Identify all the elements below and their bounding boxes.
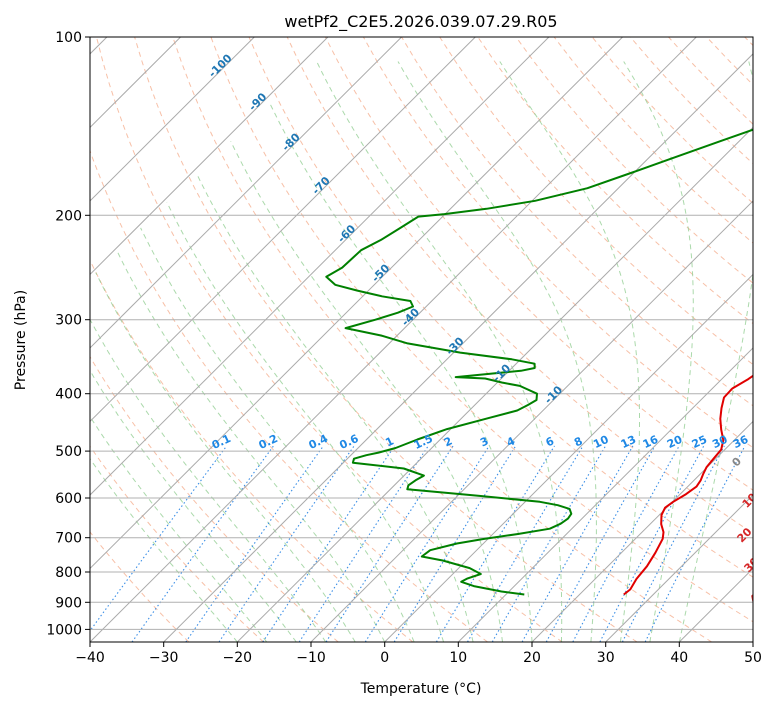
y-tick-label: 200 — [55, 208, 82, 224]
x-tick-label: −20 — [223, 650, 253, 666]
x-tick-label: 40 — [670, 650, 688, 666]
y-tick-label: 300 — [55, 313, 82, 329]
y-tick-label: 400 — [55, 387, 82, 403]
x-tick-label: 20 — [523, 650, 541, 666]
y-tick-label: 1000 — [46, 622, 82, 638]
y-axis-label: Pressure (hPa) — [13, 290, 29, 390]
x-tick-label: −40 — [75, 650, 105, 666]
x-tick-label: 30 — [597, 650, 615, 666]
x-tick-label: 50 — [744, 650, 762, 666]
y-tick-label: 500 — [55, 444, 82, 460]
x-tick-label: 0 — [380, 650, 389, 666]
x-tick-label: 10 — [449, 650, 467, 666]
x-tick-label: −10 — [296, 650, 326, 666]
x-tick-label: −30 — [149, 650, 179, 666]
y-tick-label: 800 — [55, 565, 82, 581]
y-tick-label: 900 — [55, 595, 82, 611]
x-axis-label: Temperature (°C) — [360, 681, 482, 697]
chart-title: wetPf2_C2E5.2026.039.07.29.R05 — [284, 12, 557, 32]
y-tick-label: 600 — [55, 491, 82, 507]
y-tick-label: 700 — [55, 531, 82, 547]
y-tick-label: 100 — [55, 30, 82, 46]
